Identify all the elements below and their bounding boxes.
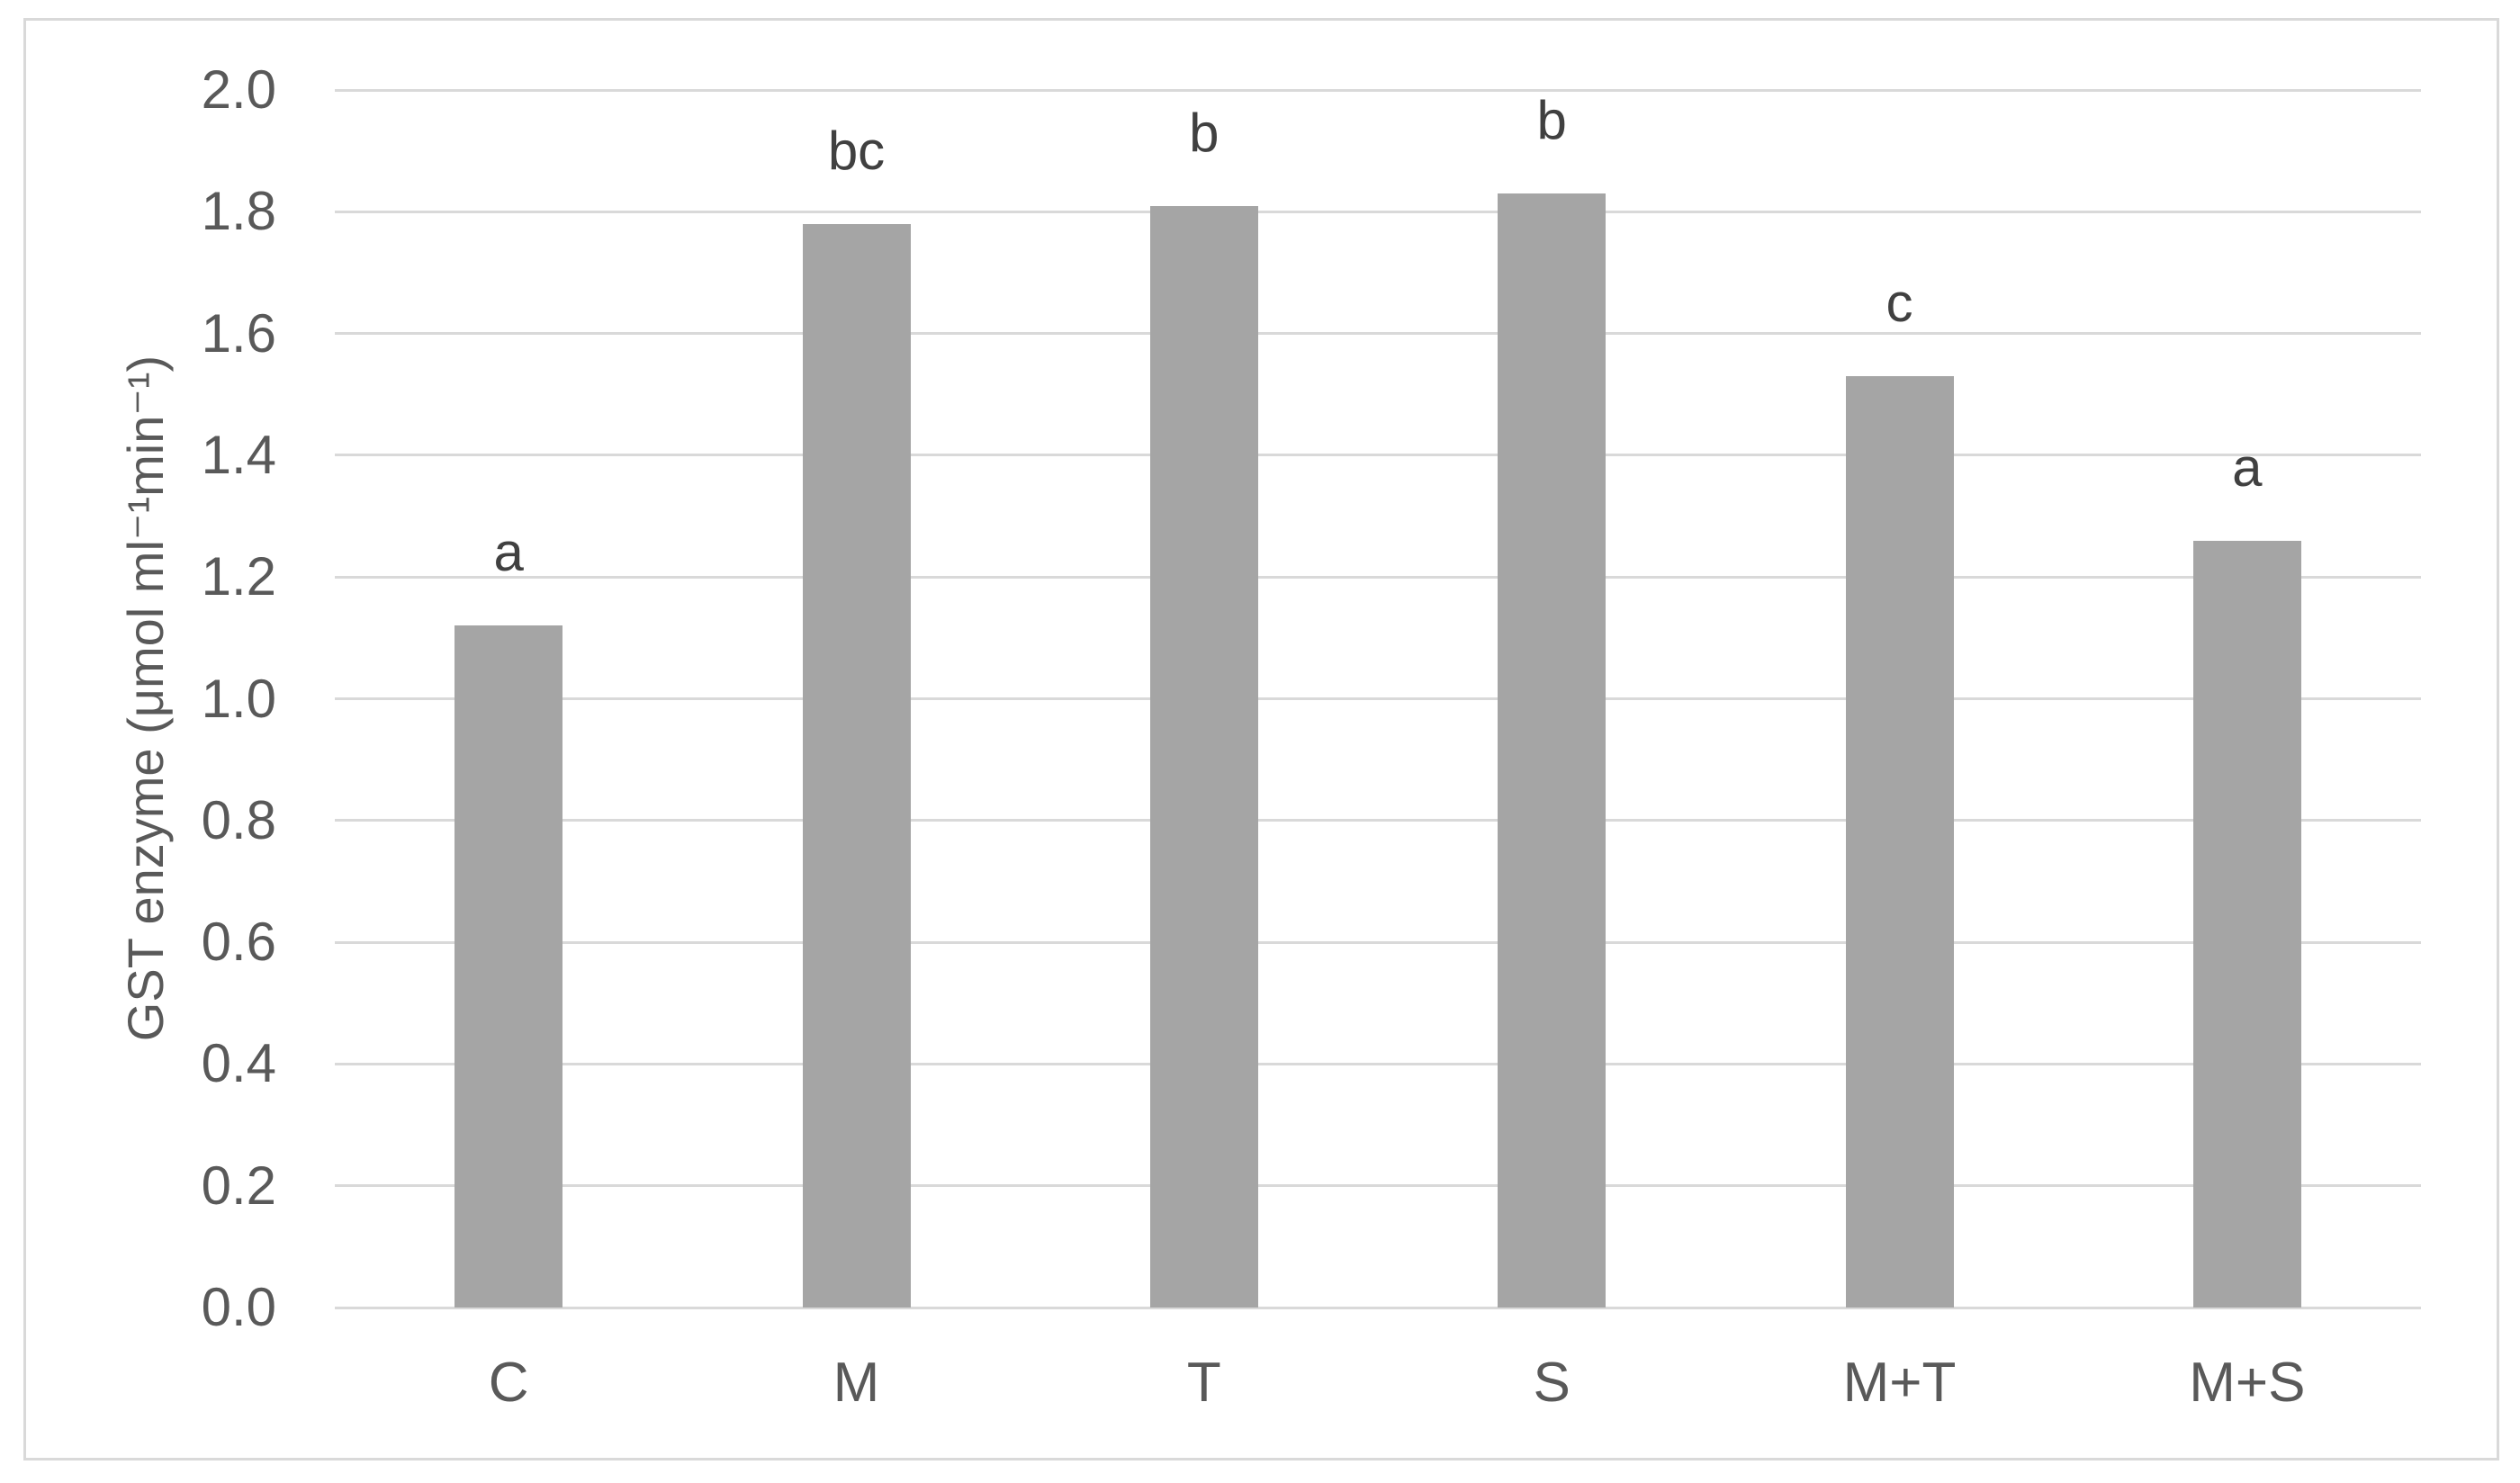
- y-tick-label: 2.0: [201, 59, 276, 120]
- x-category-label: S: [1533, 1352, 1570, 1414]
- gridline: [335, 454, 2421, 457]
- plot-area: a bc b b c a: [335, 88, 2421, 1309]
- bar: [1149, 205, 1258, 1308]
- y-tick-label: 1.8: [201, 181, 276, 242]
- gridline: [335, 88, 2421, 92]
- y-axis-tick-labels: 0.0 0.2 0.4 0.6 0.8 1.0 1.2 1.4 1.6 1.8 2.0: [0, 59, 276, 1337]
- gridline: [335, 697, 2421, 700]
- significance-letter: a: [493, 522, 524, 583]
- x-category-label: T: [1186, 1352, 1221, 1414]
- gridline: [335, 940, 2421, 944]
- y-tick-label: 0.4: [201, 1033, 276, 1094]
- y-tick-label: 1.4: [201, 424, 276, 485]
- x-category-label: M: [832, 1352, 880, 1414]
- y-tick-label: 0.8: [201, 789, 276, 850]
- bar: [454, 625, 563, 1308]
- y-tick-label: 1.2: [201, 546, 276, 607]
- y-tick-label: 0.0: [201, 1277, 276, 1337]
- bar: [802, 223, 911, 1308]
- x-category-label: C: [488, 1352, 529, 1414]
- gridline: [335, 210, 2421, 213]
- y-tick-label: 0.2: [201, 1155, 276, 1216]
- bar: [2192, 540, 2301, 1308]
- gridline: [335, 1062, 2421, 1065]
- bar: [1845, 375, 1954, 1308]
- x-axis-category-labels: C M T S M+T M+S: [335, 1350, 2421, 1416]
- gridline: [335, 819, 2421, 822]
- significance-letter: b: [1536, 90, 1567, 151]
- y-tick-label: 1.6: [201, 302, 276, 364]
- gridline: [335, 1184, 2421, 1188]
- gridline: [335, 1306, 2421, 1309]
- bar: [1498, 193, 1606, 1308]
- chart-border: [23, 18, 2499, 1461]
- y-tick-label: 0.6: [201, 912, 276, 973]
- significance-letter: a: [2232, 436, 2263, 498]
- gridline: [335, 575, 2421, 579]
- gridline: [335, 332, 2421, 336]
- y-tick-label: 1.0: [201, 668, 276, 729]
- significance-letter: c: [1886, 272, 1913, 333]
- significance-letter: b: [1189, 102, 1220, 163]
- x-category-label: M+S: [2189, 1352, 2306, 1414]
- x-category-label: M+T: [1842, 1352, 1957, 1414]
- significance-letter: bc: [827, 120, 886, 181]
